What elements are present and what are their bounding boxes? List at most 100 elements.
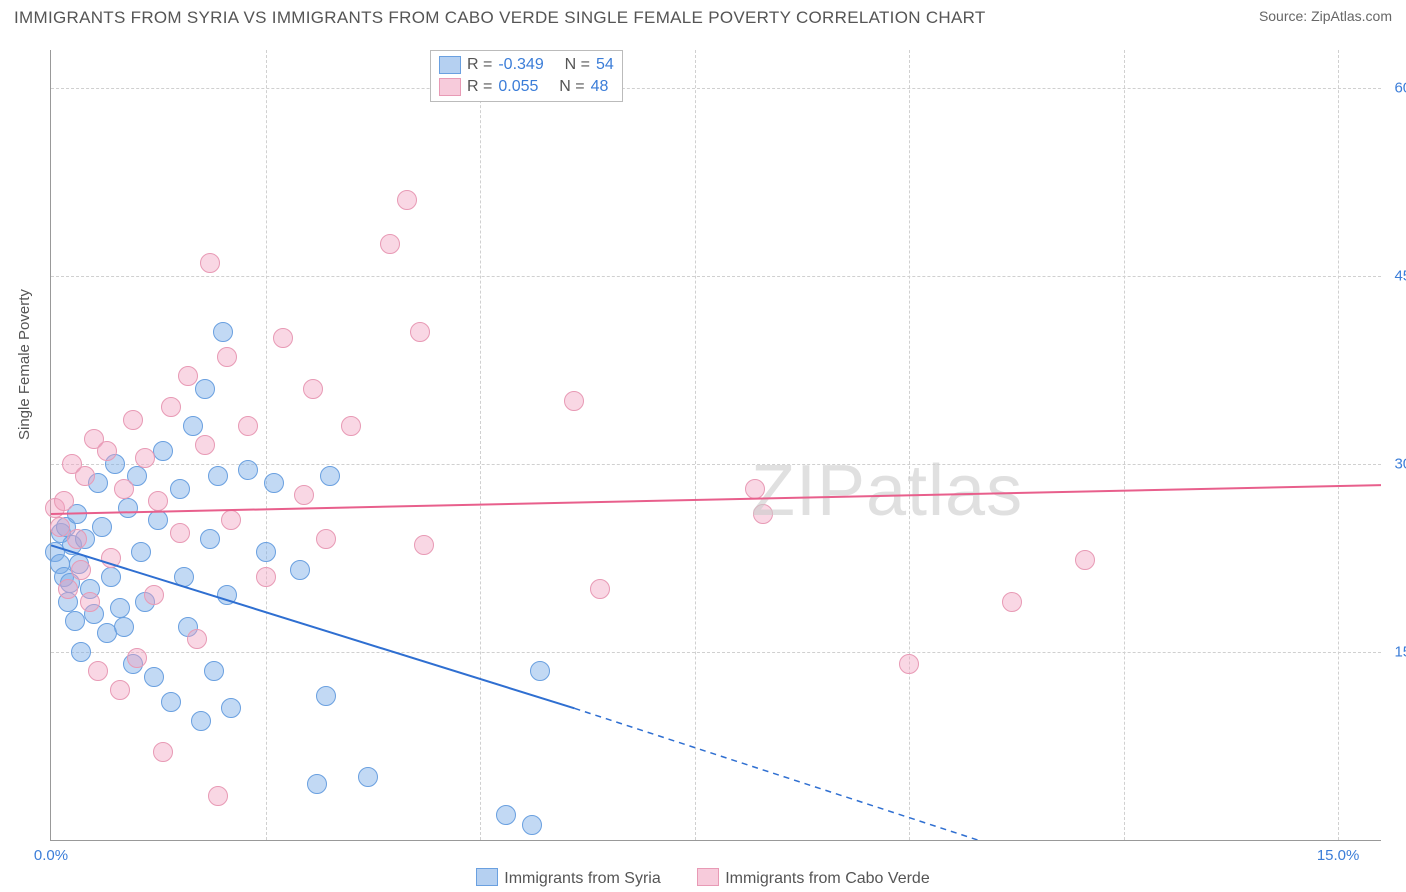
data-point [522, 815, 542, 835]
data-point [380, 234, 400, 254]
data-point [414, 535, 434, 555]
source-name: ZipAtlas.com [1311, 8, 1392, 24]
data-point [200, 253, 220, 273]
data-point [195, 435, 215, 455]
data-point [58, 579, 78, 599]
series-legend: Immigrants from Syria Immigrants from Ca… [0, 868, 1406, 888]
data-point [92, 517, 112, 537]
data-point [590, 579, 610, 599]
regression-lines [51, 50, 1381, 840]
data-point [200, 529, 220, 549]
r-value-cabo-verde: 0.055 [498, 76, 538, 98]
data-point [303, 379, 323, 399]
data-point [256, 542, 276, 562]
data-point [1075, 550, 1095, 570]
stats-legend: R = -0.349 N = 54 R = 0.055 N = 48 [430, 50, 623, 102]
data-point [71, 560, 91, 580]
gridline-h [51, 652, 1381, 653]
x-tick-label: 0.0% [34, 847, 68, 864]
y-tick-label: 45.0% [1387, 267, 1406, 284]
data-point [1002, 592, 1022, 612]
data-point [161, 692, 181, 712]
y-tick-label: 60.0% [1387, 79, 1406, 96]
data-point [80, 592, 100, 612]
gridline-v [480, 50, 481, 840]
r-label: R = [467, 76, 492, 98]
gridline-v [695, 50, 696, 840]
source-label: Source: [1259, 8, 1311, 24]
swatch-pink [697, 868, 719, 886]
data-point [110, 680, 130, 700]
data-point [110, 598, 130, 618]
data-point [148, 510, 168, 530]
data-point [264, 473, 284, 493]
data-point [101, 548, 121, 568]
data-point [114, 617, 134, 637]
data-point [273, 328, 293, 348]
stats-row-syria: R = -0.349 N = 54 [439, 54, 614, 76]
data-point [75, 466, 95, 486]
n-value-syria: 54 [596, 54, 614, 76]
gridline-h [51, 276, 1381, 277]
data-point [178, 366, 198, 386]
data-point [187, 629, 207, 649]
data-point [217, 585, 237, 605]
gridline-v [909, 50, 910, 840]
data-point [316, 529, 336, 549]
data-point [397, 190, 417, 210]
y-tick-label: 30.0% [1387, 455, 1406, 472]
swatch-pink [439, 78, 461, 96]
legend-label-cabo-verde: Immigrants from Cabo Verde [725, 870, 930, 887]
data-point [88, 661, 108, 681]
data-point [238, 460, 258, 480]
data-point [221, 698, 241, 718]
data-point [67, 529, 87, 549]
data-point [191, 711, 211, 731]
gridline-v [1124, 50, 1125, 840]
y-tick-label: 15.0% [1387, 643, 1406, 660]
n-label: N = [565, 54, 590, 76]
data-point [153, 742, 173, 762]
n-value-cabo-verde: 48 [591, 76, 609, 98]
data-point [71, 642, 91, 662]
data-point [123, 410, 143, 430]
legend-item-syria: Immigrants from Syria [476, 870, 665, 887]
data-point [208, 786, 228, 806]
data-point [144, 585, 164, 605]
swatch-blue [439, 56, 461, 74]
data-point [183, 416, 203, 436]
plot-area: ZIPatlas 15.0%30.0%45.0%60.0%0.0%15.0% [50, 50, 1381, 841]
data-point [97, 441, 117, 461]
x-tick-label: 15.0% [1317, 847, 1360, 864]
swatch-blue [476, 868, 498, 886]
data-point [564, 391, 584, 411]
r-label: R = [467, 54, 492, 76]
gridline-v [1338, 50, 1339, 840]
legend-item-cabo-verde: Immigrants from Cabo Verde [697, 870, 930, 887]
data-point [50, 517, 70, 537]
data-point [238, 416, 258, 436]
data-point [101, 567, 121, 587]
regression-line-cabo-verde [51, 485, 1381, 514]
data-point [54, 491, 74, 511]
legend-label-syria: Immigrants from Syria [504, 870, 660, 887]
data-point [208, 466, 228, 486]
data-point [320, 466, 340, 486]
data-point [745, 479, 765, 499]
data-point [221, 510, 241, 530]
data-point [135, 448, 155, 468]
data-point [148, 491, 168, 511]
data-point [530, 661, 550, 681]
data-point [753, 504, 773, 524]
data-point [204, 661, 224, 681]
y-axis-label: Single Female Poverty [16, 289, 33, 440]
data-point [217, 347, 237, 367]
data-point [65, 611, 85, 631]
data-point [144, 667, 164, 687]
n-label: N = [559, 76, 584, 98]
data-point [290, 560, 310, 580]
data-point [170, 479, 190, 499]
data-point [316, 686, 336, 706]
data-point [496, 805, 516, 825]
data-point [127, 648, 147, 668]
